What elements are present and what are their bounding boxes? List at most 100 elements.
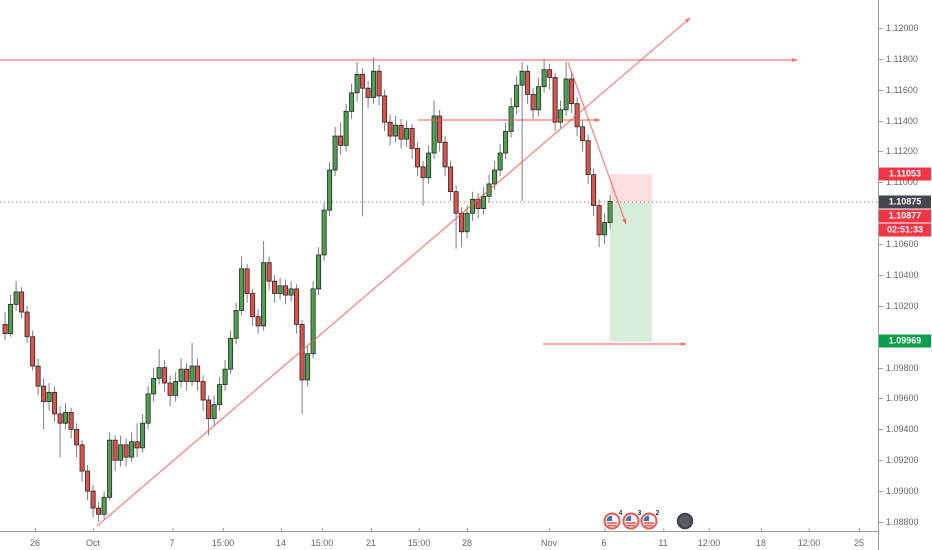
candle-body-down xyxy=(294,288,300,325)
svg-text:4: 4 xyxy=(619,510,623,517)
candle-body-down xyxy=(459,212,465,233)
candle-body-up xyxy=(514,84,520,108)
candle-body-up xyxy=(558,109,564,123)
entry-price-badge: 1.10875 xyxy=(879,195,931,209)
price-tick-label: 1.10400 xyxy=(879,270,919,280)
candle-body-down xyxy=(30,336,36,367)
candle-body-down xyxy=(552,77,558,123)
position-reward-box[interactable] xyxy=(610,201,652,342)
stop-loss-price-badge: 1.11053 xyxy=(879,167,931,181)
price-tick-label: 1.09600 xyxy=(879,393,919,403)
candle-body-down xyxy=(52,391,58,415)
candle-body-down xyxy=(448,166,454,193)
time-tick-label: 26 xyxy=(29,528,41,548)
candle-body-down xyxy=(596,205,602,236)
candle-body-up xyxy=(129,441,135,458)
candle-body-up xyxy=(310,288,316,355)
candle-body-up xyxy=(536,86,542,111)
target-price-badge: 1.09969 xyxy=(879,334,931,348)
svg-text:3: 3 xyxy=(638,510,642,517)
candle-body-up xyxy=(233,310,239,339)
price-axis[interactable]: 1.12000 1.11800 1.11600 1.11400 1.11200 1.110… xyxy=(878,0,932,550)
candle-body-down xyxy=(134,441,140,449)
candle-body-down xyxy=(123,444,129,458)
candle-body-up xyxy=(541,69,547,88)
candle-body-up xyxy=(321,209,327,256)
candle-body-up xyxy=(503,131,509,154)
candle-body-up xyxy=(343,110,349,146)
candle-body-up xyxy=(371,70,377,98)
ideas-marker-icon[interactable]: 4 xyxy=(603,510,623,530)
time-tick-label: 18 xyxy=(755,528,767,548)
candle-body-up xyxy=(393,124,399,137)
time-tick-label: 7 xyxy=(169,528,175,548)
time-tick-label: 25 xyxy=(853,528,865,548)
candle-body-up xyxy=(508,106,514,132)
candle-body-down xyxy=(360,73,366,89)
candle-body-up xyxy=(563,78,569,111)
candle-body-up xyxy=(151,378,157,395)
dark-marker-icon[interactable] xyxy=(676,512,694,530)
price-tick-label: 1.08800 xyxy=(879,517,919,527)
candle-body-up xyxy=(228,337,234,370)
price-tick-label: 1.09400 xyxy=(879,424,919,434)
time-tick-label: 6 xyxy=(601,528,607,548)
ideas-marker-icon[interactable]: 3 xyxy=(622,510,642,530)
candle-body-down xyxy=(547,69,553,78)
ideas-marker-icon[interactable]: 2 xyxy=(640,510,660,530)
candle-body-up xyxy=(145,393,151,424)
candle-body-up xyxy=(426,152,432,179)
candle-body-down xyxy=(283,285,289,296)
candle-body-down xyxy=(398,124,404,140)
candle-body-up xyxy=(211,404,217,419)
candle-body-up xyxy=(602,222,608,236)
candle-body-down xyxy=(41,385,47,402)
time-tick-label: 15:00 xyxy=(407,528,431,548)
candle-body-down xyxy=(35,365,41,387)
candle-body-up xyxy=(431,115,437,154)
candle-body-up xyxy=(189,365,195,382)
candle-body-up xyxy=(140,422,146,449)
breakdown-arrow[interactable] xyxy=(567,61,627,225)
price-tick-label: 1.09000 xyxy=(879,486,919,496)
candle-body-up xyxy=(13,291,19,305)
arrow-head xyxy=(680,341,686,347)
candle-body-down xyxy=(585,140,591,176)
candle-body-up xyxy=(63,411,69,424)
time-axis[interactable]: 26 Oct 7 15:00 14 15:00 21 15:00 28 Nov 6 11 12:00 18… xyxy=(0,528,879,550)
arrow-head xyxy=(684,18,690,23)
candle-body-down xyxy=(79,444,85,472)
candle-body-down xyxy=(338,135,344,146)
candle-body-down xyxy=(376,70,382,97)
candle-body-up xyxy=(107,439,113,498)
candle-body-down xyxy=(580,126,586,142)
bar-countdown-badge: 02:51:33 xyxy=(879,223,931,237)
ascending-trendline[interactable] xyxy=(96,17,691,527)
candle-body-up xyxy=(305,353,311,381)
candle-body-up xyxy=(607,200,613,223)
svg-text:2: 2 xyxy=(656,510,660,517)
price-tick-label: 1.12000 xyxy=(879,23,919,33)
candle-body-up xyxy=(492,169,498,185)
candle-body-down xyxy=(266,262,272,282)
candle-body-down xyxy=(244,268,250,294)
price-tick-label: 1.09200 xyxy=(879,455,919,465)
arrow-head xyxy=(594,117,600,123)
arrow-head xyxy=(622,218,627,224)
candle-body-up xyxy=(332,135,338,171)
candle-body-down xyxy=(409,127,415,149)
candle-body-down xyxy=(68,411,74,430)
price-tick-label: 1.10200 xyxy=(879,301,919,311)
candle-body-up xyxy=(464,212,470,233)
candle-body-up xyxy=(354,73,360,94)
candle-body-down xyxy=(96,507,102,515)
candle-body-down xyxy=(387,121,393,137)
candle-body-down xyxy=(415,148,421,168)
price-tick-label: 1.11800 xyxy=(879,54,918,64)
candle-body-up xyxy=(178,368,184,382)
time-tick-label: 21 xyxy=(365,528,377,548)
candle-body-up xyxy=(156,367,162,379)
price-tick-label: 1.09800 xyxy=(879,363,919,373)
candle-body-up xyxy=(222,368,228,386)
